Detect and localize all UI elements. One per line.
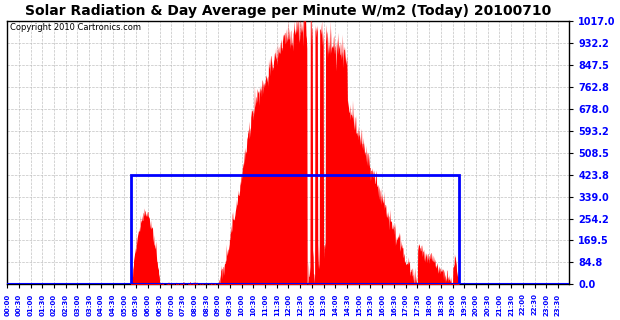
Text: Copyright 2010 Cartronics.com: Copyright 2010 Cartronics.com <box>10 23 141 32</box>
Title: Solar Radiation & Day Average per Minute W/m2 (Today) 20100710: Solar Radiation & Day Average per Minute… <box>25 4 551 18</box>
Bar <box>131 174 459 284</box>
